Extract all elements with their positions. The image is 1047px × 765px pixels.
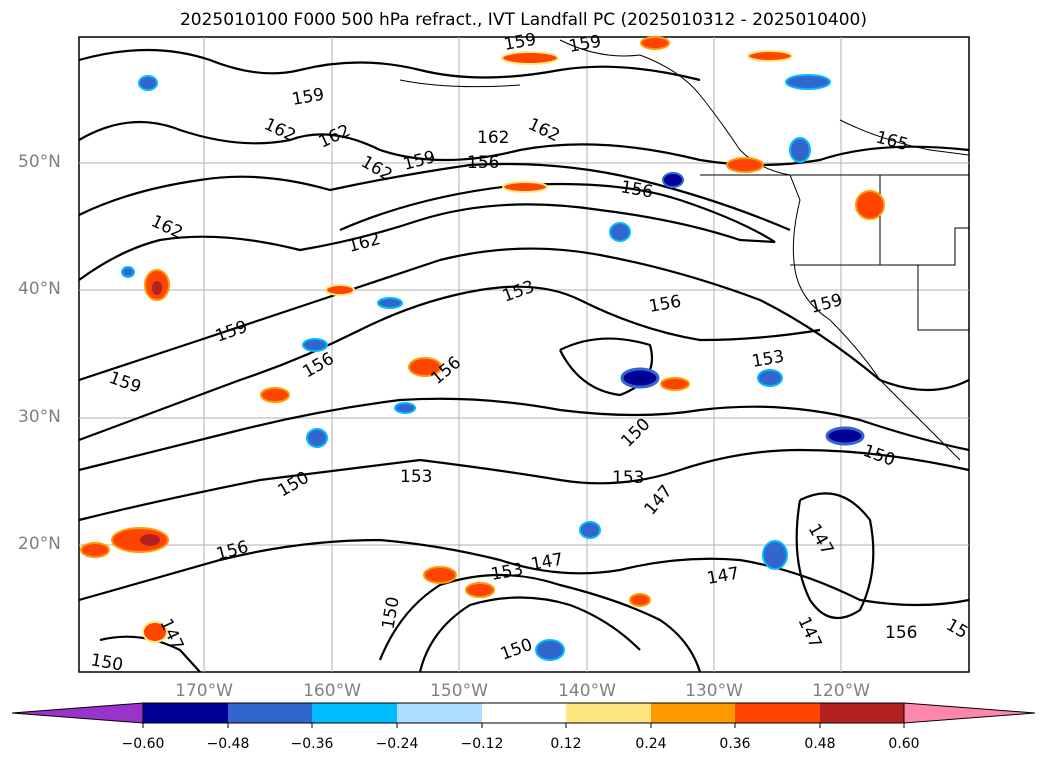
lat-label-20n: 20°N — [18, 534, 61, 554]
lon-label-160w: 160°W — [303, 681, 361, 701]
contour-label: 162 — [477, 128, 509, 148]
lat-label-30n: 30°N — [18, 407, 61, 427]
colorbar-tick: −0.12 — [460, 736, 504, 752]
contour-label: 153 — [400, 467, 432, 487]
colorbar-tick: 0.24 — [635, 736, 667, 752]
colorbar-tick: 0.48 — [804, 736, 836, 752]
gridlines — [79, 37, 969, 672]
anomaly-blobs — [80, 36, 885, 661]
map-title: 2025010100 F000 500 hPa refract., IVT La… — [179, 10, 867, 30]
contour-label: 153 — [612, 468, 644, 488]
lon-label-170w: 170°W — [175, 681, 233, 701]
lon-label-120w: 120°W — [812, 681, 870, 701]
colorbar — [11, 702, 1036, 728]
lat-label-40n: 40°N — [18, 279, 61, 299]
colorbar-tick: −0.60 — [121, 736, 165, 752]
lon-label-150w: 150°W — [430, 681, 488, 701]
colorbar-tick: 0.36 — [719, 736, 751, 752]
colorbar-tick: −0.24 — [375, 736, 419, 752]
contours — [78, 48, 970, 673]
colorbar-tick: −0.36 — [290, 736, 334, 752]
lon-label-140w: 140°W — [558, 681, 616, 701]
colorbar-tick: 0.60 — [888, 736, 920, 752]
lat-label-50n: 50°N — [18, 152, 61, 172]
colorbar-tick: 0.12 — [550, 736, 582, 752]
contour-label: 156 — [885, 623, 917, 643]
lon-label-130w: 130°W — [685, 681, 743, 701]
coastlines — [399, 39, 970, 461]
contour-label: 156 — [467, 153, 499, 173]
colorbar-tick: −0.48 — [206, 736, 250, 752]
